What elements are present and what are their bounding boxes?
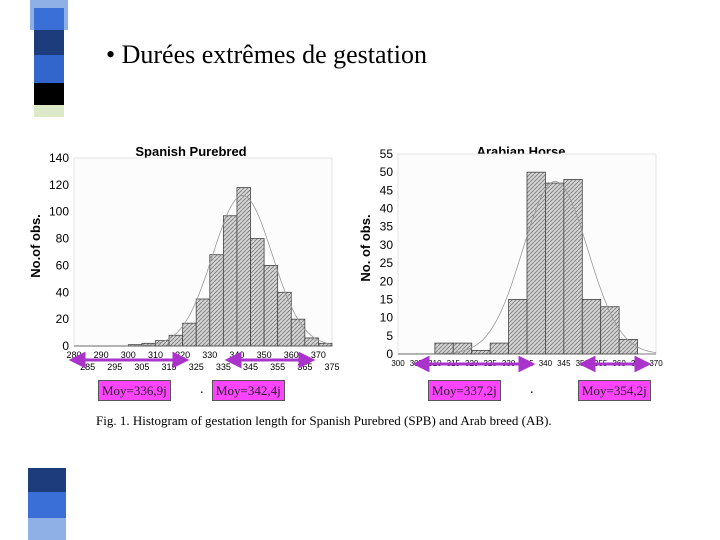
chart2-y-tick-label: 40 xyxy=(380,202,394,216)
chart1-bar xyxy=(236,187,251,347)
chart2-x-tick-label: 320 xyxy=(465,359,479,368)
chart1-y-tick-label: 120 xyxy=(49,178,69,192)
mean-label-ab-low: Moy=337,2j xyxy=(428,380,501,401)
chart1-x-tick-label: 375 xyxy=(324,362,339,372)
chart1-title: Spanish Purebred xyxy=(135,144,246,159)
chart2-x-tick-label: 360 xyxy=(612,359,626,368)
chart1-y-tick-label: 140 xyxy=(49,151,69,165)
chart1-x-tick-label: 285 xyxy=(80,362,95,372)
chart2-x-tick-label: 305 xyxy=(410,359,424,368)
deco-block xyxy=(28,468,66,492)
chart1-x-tick-label: 305 xyxy=(134,362,149,372)
mean-label-ab-high: Moy=354,2j xyxy=(578,380,651,401)
chart1-x-tick-label: 280 xyxy=(66,350,81,360)
chart2-y-tick-label: 20 xyxy=(380,274,394,288)
chart1-x-tick-label: 330 xyxy=(202,350,217,360)
chart2-bar xyxy=(545,182,565,355)
chart2-x-tick-label: 325 xyxy=(483,359,497,368)
chart2-bar xyxy=(581,299,602,355)
chart2-y-tick-label: 5 xyxy=(386,329,393,343)
chart1-x-tick-label: 320 xyxy=(175,350,190,360)
chart2-x-tick-label: 345 xyxy=(557,359,571,368)
chart1-bar xyxy=(195,298,211,347)
deco-block xyxy=(34,83,64,105)
chart1-x-tick-label: 370 xyxy=(311,350,326,360)
chart1-ylabel: No.of obs. xyxy=(28,214,43,278)
chart2-bar xyxy=(434,342,454,355)
chart2-y-tick-label: 0 xyxy=(386,347,393,361)
chart1-bar xyxy=(277,291,292,347)
chart1-x-tick-label: 340 xyxy=(229,350,244,360)
chart2-bar xyxy=(618,339,638,355)
chart1-x-tick-label: 335 xyxy=(216,362,231,372)
chart1-x-tick-label: 290 xyxy=(94,350,109,360)
chart2-x-tick-label: 365 xyxy=(631,359,645,368)
deco-block xyxy=(28,518,66,540)
chart1-y-tick-label: 20 xyxy=(56,312,70,326)
chart2-bar xyxy=(526,171,546,355)
histogram-figure: Spanish Purebred No.of obs. 020406080100… xyxy=(28,144,663,428)
chart1-x-tick-label: 345 xyxy=(243,362,258,372)
separator-dot: . xyxy=(200,382,204,397)
deco-block xyxy=(34,8,64,30)
chart1-x-tick-label: 310 xyxy=(148,350,163,360)
chart1-bar xyxy=(168,334,184,347)
chart2-bar xyxy=(489,342,509,355)
chart1-bar xyxy=(182,322,197,347)
chart1-y-tick-label: 40 xyxy=(56,285,70,299)
left-decorative-strip xyxy=(28,0,68,540)
chart1-y-tick-label: 80 xyxy=(56,232,70,246)
chart2-ylabel: No. of obs. xyxy=(358,214,373,281)
chart2-y-tick-label: 35 xyxy=(380,220,394,234)
chart2-x-tick-label: 315 xyxy=(447,359,461,368)
chart1-y-tick-label: 0 xyxy=(62,339,69,353)
chart2-y-tick-label: 25 xyxy=(380,256,394,270)
chart1-x-tick-label: 350 xyxy=(257,350,272,360)
deco-block xyxy=(34,105,64,117)
chart2-y-tick-label: 15 xyxy=(380,292,394,306)
chart2-bar xyxy=(508,299,528,355)
chart1-x-tick-label: 300 xyxy=(121,350,136,360)
chart2-x-tick-label: 370 xyxy=(649,359,663,368)
chart1-x-tick-label: 315 xyxy=(162,362,177,372)
chart1-x-tick-label: 360 xyxy=(284,350,299,360)
chart1-y-tick-label: 100 xyxy=(49,205,69,219)
chart2-x-tick-label: 350 xyxy=(576,359,590,368)
mean-label-spb-low: Moy=336,9j xyxy=(98,380,171,401)
chart2-x-tick-label: 355 xyxy=(594,359,608,368)
chart1-x-tick-label: 295 xyxy=(107,362,122,372)
chart1-x-tick-label: 325 xyxy=(189,362,204,372)
chart2-y-tick-label: 55 xyxy=(380,147,394,161)
chart2-x-tick-label: 335 xyxy=(520,359,534,368)
deco-block xyxy=(28,492,66,518)
chart1-bar xyxy=(290,318,306,347)
chart2-y-tick-label: 45 xyxy=(380,183,394,197)
chart2-x-tick-label: 340 xyxy=(539,359,553,368)
chart2-y-tick-label: 10 xyxy=(380,311,394,325)
chart2-x-tick-label: 330 xyxy=(502,359,516,368)
chart1-x-tick-label: 365 xyxy=(297,362,312,372)
mean-label-spb-high: Moy=342,4j xyxy=(212,380,285,401)
chart2-x-tick-label: 310 xyxy=(428,359,442,368)
chart1-bar xyxy=(209,254,224,347)
chart1-x-tick-label: 355 xyxy=(270,362,285,372)
slide-title: • Durées extrêmes de gestation xyxy=(106,40,427,69)
chart1-bar xyxy=(263,265,279,347)
chart1-bar xyxy=(222,215,238,347)
chart2-bar xyxy=(471,349,491,355)
separator-dot: . xyxy=(530,382,534,397)
figure-caption: Fig. 1. Histogram of gestation length fo… xyxy=(96,413,552,428)
chart1-bar xyxy=(250,238,265,347)
chart2-y-tick-label: 50 xyxy=(380,165,394,179)
chart2-x-tick-label: 300 xyxy=(391,359,405,368)
chart2-bar xyxy=(600,306,620,355)
chart1-y-tick-label: 60 xyxy=(56,258,70,272)
deco-block xyxy=(34,55,64,83)
deco-block xyxy=(34,30,64,55)
chart2-y-tick-label: 30 xyxy=(380,238,394,252)
